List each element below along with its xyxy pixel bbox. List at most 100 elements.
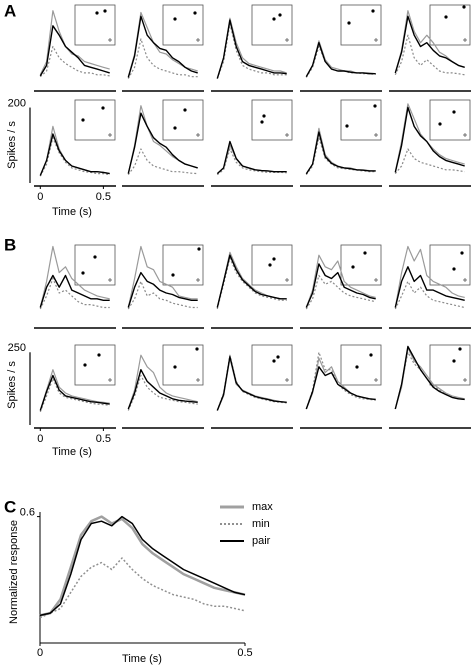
trace <box>394 266 465 308</box>
stimulus <box>83 363 87 367</box>
stimulus <box>444 15 448 19</box>
y-axis-title: Spikes / s <box>6 361 18 409</box>
inset-box <box>74 4 116 46</box>
stimulus <box>345 124 349 128</box>
trace <box>216 254 287 308</box>
stimulus <box>103 9 107 13</box>
x-tick-label: 0.5 <box>96 191 111 203</box>
trace <box>305 351 376 410</box>
trace <box>39 25 110 77</box>
legend-label: pair <box>252 535 271 547</box>
y-tick-label: 250 <box>8 342 26 354</box>
inset-box <box>74 244 116 286</box>
stimulus <box>93 255 97 259</box>
x-axis-title: Time (s) <box>52 206 92 218</box>
inset-box <box>340 99 382 141</box>
trace <box>39 245 110 308</box>
trace <box>394 34 465 76</box>
inset-box <box>74 344 116 386</box>
stimulus <box>260 120 264 124</box>
line <box>39 557 246 619</box>
trace <box>305 254 376 308</box>
legend-label: max <box>252 501 273 513</box>
x-axis-title: Time (s) <box>52 446 92 458</box>
trace <box>216 140 287 175</box>
trace <box>305 366 376 410</box>
stimulus <box>458 347 462 351</box>
trace <box>127 15 198 78</box>
stimulus <box>272 257 276 261</box>
trace <box>39 45 110 78</box>
stimulus <box>81 271 85 275</box>
trace <box>216 257 287 310</box>
panel-label: A <box>4 1 16 20</box>
stimulus <box>347 21 351 25</box>
inset-box <box>429 99 471 141</box>
legend-label: min <box>252 518 270 530</box>
trace <box>127 280 198 310</box>
stimulus <box>272 17 276 21</box>
trace <box>394 148 465 174</box>
trace <box>394 106 465 173</box>
inset-box <box>251 4 293 46</box>
stimulus <box>173 365 177 369</box>
inset-box <box>429 244 471 286</box>
stimulus <box>438 122 442 126</box>
stimulus <box>369 353 373 357</box>
trace <box>127 369 198 410</box>
y-axis-title: Normalized response <box>8 520 20 624</box>
y-tick-label: 200 <box>8 97 26 109</box>
inset-box <box>162 99 204 141</box>
stimulus <box>371 9 375 13</box>
trace <box>305 263 376 308</box>
stimulus <box>268 263 272 267</box>
trace <box>394 351 465 410</box>
trace <box>39 133 110 176</box>
x-tick-label: 0 <box>37 647 43 659</box>
trace <box>305 131 376 175</box>
inset-box <box>340 344 382 386</box>
stimulus <box>276 355 280 359</box>
stimulus <box>452 110 456 114</box>
trace <box>39 137 110 177</box>
y-axis-title: Spikes / s <box>6 121 18 169</box>
inset-box <box>162 4 204 46</box>
inset-box <box>251 99 293 141</box>
trace <box>305 274 376 310</box>
stimulus <box>373 104 377 108</box>
stimulus <box>173 126 177 130</box>
trace <box>394 245 465 308</box>
stimulus <box>173 17 177 21</box>
inset-box <box>429 344 471 386</box>
inset-box <box>429 4 471 46</box>
line <box>39 515 246 617</box>
trace <box>39 377 110 413</box>
stimulus <box>452 267 456 271</box>
stimulus <box>81 118 85 122</box>
stimulus <box>197 247 201 251</box>
stimulus <box>272 359 276 363</box>
stimulus <box>462 5 466 9</box>
stimulus <box>183 108 187 112</box>
stimulus <box>278 13 282 17</box>
trace <box>127 38 198 79</box>
stimulus <box>351 265 355 269</box>
stimulus <box>460 251 464 255</box>
stimulus <box>262 114 266 118</box>
x-tick-label: 0 <box>37 191 43 203</box>
trace <box>39 277 110 310</box>
y-tick-label: 0.6 <box>20 507 35 519</box>
trace <box>127 374 198 411</box>
inset-box <box>251 244 293 286</box>
x-tick-label: 0.5 <box>96 433 111 445</box>
trace <box>39 274 110 308</box>
trace <box>394 345 465 410</box>
trace <box>127 112 198 174</box>
trace <box>127 271 198 308</box>
panel-label: B <box>4 235 16 254</box>
trace <box>305 42 376 78</box>
inset-box <box>251 344 293 386</box>
trace <box>127 148 198 176</box>
